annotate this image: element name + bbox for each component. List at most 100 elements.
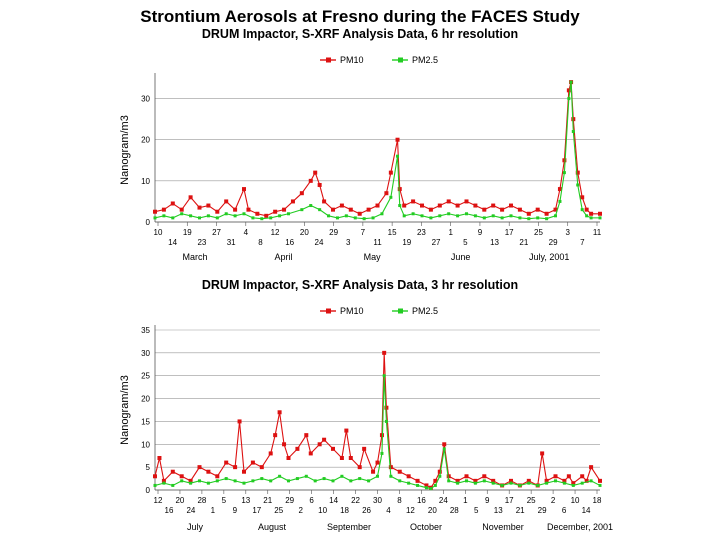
chart-2-point-pm25 — [416, 483, 420, 487]
chart-2-x-tick-label: 8 — [397, 496, 402, 505]
chart-1-point-pm10 — [428, 207, 433, 212]
chart-1-x-tick-label: 19 — [183, 228, 192, 237]
chart-2-point-pm10 — [268, 451, 273, 456]
chart-2-x-tick-label: 14 — [329, 496, 338, 505]
chart-1-point-pm10 — [598, 211, 602, 216]
chart-2-y-tick-label: 10 — [141, 440, 150, 449]
chart-2-point-pm10 — [442, 442, 447, 447]
chart-2-point-pm10 — [233, 465, 238, 470]
chart-1-y-tick-label: 30 — [141, 95, 150, 104]
chart-1-point-pm25 — [233, 214, 237, 218]
chart-1-point-pm10 — [566, 88, 571, 93]
chart-2-point-pm10 — [295, 446, 300, 451]
chart-2-point-pm25 — [447, 479, 451, 483]
chart-2-month-label: August — [258, 522, 287, 532]
chart-1-month-label: March — [182, 252, 207, 262]
chart-1-x-tick-label: 3 — [566, 228, 571, 237]
chart-1-point-pm25 — [396, 154, 400, 158]
chart-1-x-tick-label: 21 — [519, 238, 528, 247]
chart-2-month-label: October — [410, 522, 442, 532]
chart-1-point-pm25 — [269, 216, 273, 220]
chart-2-point-pm10 — [206, 469, 211, 474]
chart-2-point-pm25 — [518, 483, 522, 487]
chart-2-x-tick-label: 10 — [318, 506, 327, 515]
chart-2-point-pm25 — [278, 474, 282, 478]
chart-1-x-tick-label: 7 — [361, 228, 366, 237]
chart-1-point-pm10 — [500, 207, 505, 212]
chart-1-point-pm25 — [327, 214, 331, 218]
chart-1-point-pm10 — [437, 203, 442, 208]
chart-2-x-tick-label: 12 — [154, 496, 163, 505]
chart-1-point-pm10 — [264, 213, 269, 218]
chart-2-point-pm10 — [424, 483, 429, 488]
chart-2-point-pm10 — [339, 456, 344, 460]
chart-2-legend-marker — [398, 308, 403, 314]
chart-1-x-tick-label: 23 — [197, 238, 206, 247]
chart-2-y-tick-label: 25 — [141, 372, 150, 381]
chart-1-point-pm10 — [322, 199, 327, 204]
chart-2-point-pm10 — [179, 474, 184, 479]
chart-2-point-pm25 — [153, 483, 157, 487]
chart-2-point-pm10 — [455, 478, 460, 483]
chart-1-point-pm25 — [260, 217, 264, 221]
chart-2-point-pm25 — [398, 479, 402, 483]
chart-2-x-tick-label: 29 — [285, 496, 294, 505]
chart-2-point-pm25 — [189, 481, 193, 485]
chart-1-point-pm25 — [509, 214, 513, 218]
chart-1-point-pm25 — [558, 199, 562, 203]
chart-2-x-tick-label: 2 — [298, 506, 303, 515]
chart-1-point-pm25 — [518, 216, 522, 220]
chart-1-point-pm25 — [189, 214, 193, 218]
chart-2-point-pm10 — [157, 456, 162, 460]
chart-1-point-pm10 — [282, 207, 287, 212]
chart-1-point-pm25 — [567, 97, 571, 101]
chart-1-x-tick-label: 16 — [285, 238, 294, 247]
chart-1-point-pm10 — [308, 178, 313, 183]
chart-1-x-tick-label: 1 — [448, 228, 453, 237]
chart-2-point-pm25 — [407, 481, 411, 485]
chart-1-point-pm25 — [491, 214, 495, 218]
chart-1-point-pm10 — [557, 187, 562, 192]
chart-1-point-pm10 — [224, 199, 229, 204]
chart-2-x-tick-label: 14 — [582, 506, 591, 515]
chart-2-point-pm25 — [304, 474, 308, 478]
chart-1-point-pm10 — [366, 207, 371, 212]
chart-1-point-pm25 — [411, 212, 415, 216]
chart-1-point-pm25 — [438, 214, 442, 218]
chart-2-point-pm10 — [259, 465, 264, 470]
chart-1-point-pm25 — [429, 216, 433, 220]
chart-2-point-pm10 — [308, 451, 313, 456]
chart-2-series-pm25 — [154, 375, 601, 490]
chart-2-point-pm10 — [589, 465, 594, 470]
chart-2-x-tick-label: 17 — [252, 506, 261, 515]
chart-2-y-tick-label: 15 — [141, 417, 150, 426]
chart-1-x-tick-label: 11 — [373, 238, 382, 247]
chart-1-point-pm10 — [397, 187, 402, 192]
chart-2-point-pm25 — [251, 479, 255, 483]
chart-2-point-pm10 — [286, 456, 291, 460]
chart-1-point-pm10 — [384, 191, 389, 196]
chart-2-point-pm10 — [371, 469, 376, 474]
chart-1-point-pm10 — [273, 209, 278, 214]
chart-2-point-pm25 — [527, 481, 531, 485]
chart-1-point-pm25 — [224, 212, 228, 216]
chart-1-legend-label: PM10 — [340, 55, 364, 65]
chart-1-point-pm10 — [206, 203, 211, 208]
chart-1-point-pm10 — [339, 203, 344, 208]
chart-2-point-pm10 — [384, 405, 389, 410]
chart-2-point-pm10 — [188, 478, 193, 483]
chart-1-point-pm25 — [287, 212, 290, 216]
chart-2-point-pm25 — [473, 481, 477, 485]
chart-2-point-pm10 — [566, 474, 571, 479]
chart-2-point-pm10 — [277, 410, 282, 415]
chart-2-point-pm25 — [554, 479, 557, 483]
chart-1-x-tick-label: 27 — [212, 228, 221, 237]
chart-2-x-tick-label: 4 — [386, 506, 391, 515]
chart-2-legend-label: PM10 — [340, 306, 364, 316]
chart-2-point-pm25 — [180, 479, 184, 483]
chart-1-point-pm25 — [180, 212, 184, 216]
chart-1-point-pm10 — [446, 199, 451, 204]
chart-2-point-pm10 — [509, 478, 513, 483]
chart-1-x-tick-label: 27 — [432, 238, 441, 247]
chart-2-x-tick-label: 25 — [274, 506, 283, 515]
